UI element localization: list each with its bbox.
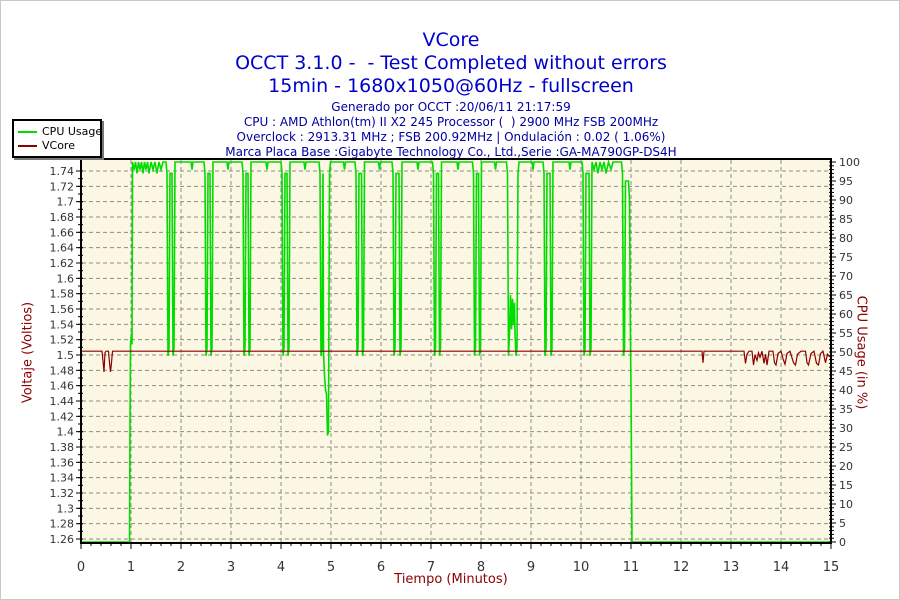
- tick-label: 5: [839, 517, 846, 530]
- tick-label: 1.52: [50, 334, 75, 347]
- tick-label: 1.6: [57, 272, 75, 285]
- tick-label: 55: [839, 327, 853, 340]
- tick-label: 1.5: [57, 349, 75, 362]
- info-motherboard: Marca Placa Base :Gigabyte Technology Co…: [225, 145, 677, 159]
- info-cpu: CPU : AMD Athlon(tm) II X2 245 Processor…: [243, 115, 659, 129]
- tick-label: 95: [839, 175, 853, 188]
- tick-label: 1.36: [50, 456, 75, 469]
- tick-label: 40: [839, 384, 853, 397]
- tick-label: 0: [77, 560, 85, 575]
- tick-label: 50: [839, 346, 853, 359]
- tick-label: 15: [839, 479, 853, 492]
- tick-label: 3: [227, 560, 235, 575]
- tick-label: 1.62: [50, 257, 75, 270]
- tick-label: 25: [839, 441, 853, 454]
- tick-label: 1.72: [50, 180, 75, 193]
- tick-label: 14: [773, 560, 790, 575]
- subtitle-status: OCCT 3.1.0 - - Test Completed without er…: [235, 52, 667, 74]
- tick-label: 1.66: [50, 226, 75, 239]
- tick-label: 20: [839, 460, 853, 473]
- tick-label: 1.32: [50, 487, 75, 500]
- y-axis-left-title: Voltaje (Voltios): [20, 301, 36, 404]
- y-axis-right-title: CPU Usage (in %): [853, 295, 869, 410]
- tick-label: 8: [477, 560, 485, 575]
- tick-label: 1.64: [50, 242, 75, 255]
- tick-label: 1.3: [57, 502, 75, 515]
- tick-label: 1.56: [50, 303, 75, 316]
- tick-label: 15: [823, 560, 840, 575]
- legend-item-vcore: VCore: [18, 139, 98, 153]
- tick-label: 10: [839, 498, 853, 511]
- tick-label: 4: [277, 560, 285, 575]
- tick-label: 90: [839, 194, 853, 207]
- tick-label: 1.68: [50, 211, 75, 224]
- tick-label: 80: [839, 232, 853, 245]
- tick-label: 60: [839, 308, 853, 321]
- cpu-usage-line-swatch: [18, 131, 37, 133]
- tick-label: 1.42: [50, 410, 75, 423]
- tick-label: 1: [127, 560, 135, 575]
- tick-label: 1.44: [50, 395, 75, 408]
- x-axis-title: Tiempo (Minutos): [394, 572, 508, 587]
- tick-label: 70: [839, 270, 853, 283]
- tick-label: 1.58: [50, 288, 75, 301]
- tick-label: 1.54: [50, 318, 75, 331]
- tick-label: 13: [723, 560, 740, 575]
- tick-label: 100: [839, 156, 860, 169]
- info-overclock: Overclock : 2913.31 MHz ; FSB 200.92MHz …: [236, 130, 666, 144]
- tick-label: 0: [839, 536, 846, 549]
- series-vcore: [81, 350, 832, 372]
- tick-label: 1.4: [57, 426, 75, 439]
- subtitle-config: 15min - 1680x1050@60Hz - fullscreen: [268, 75, 634, 97]
- tick-label: 1.34: [50, 472, 75, 485]
- legend: CPU Usage VCore: [12, 119, 102, 158]
- tick-label: 45: [839, 365, 853, 378]
- tick-label: 35: [839, 403, 853, 416]
- tick-label: 1.26: [50, 533, 75, 546]
- tick-label: 75: [839, 251, 853, 264]
- series-cpu-usage: [81, 158, 831, 543]
- tick-label: 30: [839, 422, 853, 435]
- tick-label: 9: [527, 560, 535, 575]
- tick-label: 5: [327, 560, 335, 575]
- vcore-line-swatch: [18, 145, 37, 147]
- tick-label: 65: [839, 289, 853, 302]
- tick-label: 1.7: [57, 196, 75, 209]
- tick-label: 1.74: [50, 165, 75, 178]
- plot-border: [80, 158, 832, 544]
- tick-label: 10: [573, 560, 590, 575]
- legend-label-cpu-usage: CPU Usage: [42, 125, 103, 138]
- tick-label: 1.28: [50, 518, 75, 531]
- legend-label-vcore: VCore: [42, 139, 75, 152]
- tick-label: 1.38: [50, 441, 75, 454]
- tick-label: 11: [623, 560, 640, 575]
- tick-label: 6: [377, 560, 385, 575]
- tick-label: 85: [839, 213, 853, 226]
- tick-label: 7: [427, 560, 435, 575]
- page-title: VCore: [422, 29, 480, 51]
- tick-label: 12: [673, 560, 690, 575]
- tick-label: 1.46: [50, 380, 75, 393]
- info-generated: Generado por OCCT :20/06/11 21:17:59: [331, 100, 571, 114]
- legend-item-cpu-usage: CPU Usage: [18, 125, 102, 139]
- tick-label: 2: [177, 560, 185, 575]
- tick-label: 1.48: [50, 364, 75, 377]
